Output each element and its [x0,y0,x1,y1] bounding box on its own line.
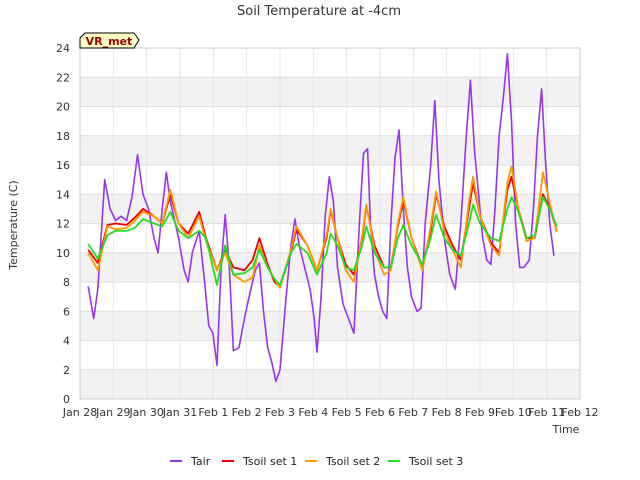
x-tick-label: Feb 3 [265,406,295,419]
grid-band [80,340,580,370]
legend-label: Tair [191,454,211,468]
legend-swatch [170,460,182,462]
y-tick-label: 14 [56,188,70,201]
series-layer [87,53,558,383]
x-tick-label: Feb 5 [332,406,362,419]
plot-background [80,48,580,399]
x-axis-label: Time [552,423,580,436]
grid-band [80,77,580,107]
series-line-tair [87,53,555,383]
y-tick-label: 0 [63,393,70,406]
x-tick-label: Feb 2 [232,406,262,419]
x-tick-label: Feb 8 [432,406,462,419]
y-tick-label: 18 [56,130,70,143]
grid-band [80,252,580,282]
legend-label: Tsoil set 1 [243,454,298,468]
legend-swatch [305,460,317,462]
legend: Tair Tsoil set 1 Tsoil set 2 Tsoil set 3 [0,451,640,471]
legend-item: Tsoil set 1 [222,451,297,471]
station-badge-label: VR_met [86,35,133,48]
x-tick-label: Feb 11 [528,406,565,419]
x-tick-label: Feb 6 [365,406,395,419]
grid-band [80,311,580,341]
y-tick-label: 8 [63,276,70,289]
legend-label: Tsoil set 3 [409,454,464,468]
y-tick-label: 24 [56,42,70,55]
grid-band [80,48,580,78]
grid-band [80,282,580,312]
plot-frame [79,47,581,400]
legend-item: Tsoil set 3 [388,451,463,471]
grid-band [80,135,580,165]
x-tick-label: Feb 12 [562,406,599,419]
y-tick-label: 16 [56,159,70,172]
grid-band [80,369,580,399]
station-badge: VR_met [79,32,140,49]
x-tick-label: Feb 9 [465,406,495,419]
y-tick-label: 2 [63,364,70,377]
x-tick-label: Feb 7 [398,406,428,419]
y-tick-label: 10 [56,247,70,260]
legend-item: Tsoil set 2 [305,451,380,471]
y-tick-label: 12 [56,218,70,231]
grid-band [80,106,580,136]
legend-swatch [222,460,234,462]
legend-item: Tair [170,451,210,471]
y-tick-label: 20 [56,101,70,114]
y-tick-label: 6 [63,305,70,318]
axes [79,47,581,400]
x-tick-label: Feb 10 [495,406,532,419]
x-tick-label: Jan 30 [128,406,163,419]
series-line-tsoil-set-2 [87,165,558,289]
legend-swatch [388,460,400,462]
legend-label: Tsoil set 2 [326,454,381,468]
y-axis-label: Temperature (C) [7,180,20,270]
x-tick-label: Jan 29 [95,406,130,419]
y-tick-label: 22 [56,71,70,84]
x-tick-label: Jan 31 [162,406,197,419]
chart-title: Soil Temperature at -4cm [237,4,401,19]
series-line-tsoil-set-3 [87,196,558,286]
x-tick-label: Jan 28 [62,406,97,419]
x-tick-label: Feb 4 [298,406,328,419]
x-tick-label: Feb 1 [198,406,228,419]
y-tick-label: 4 [63,335,70,348]
